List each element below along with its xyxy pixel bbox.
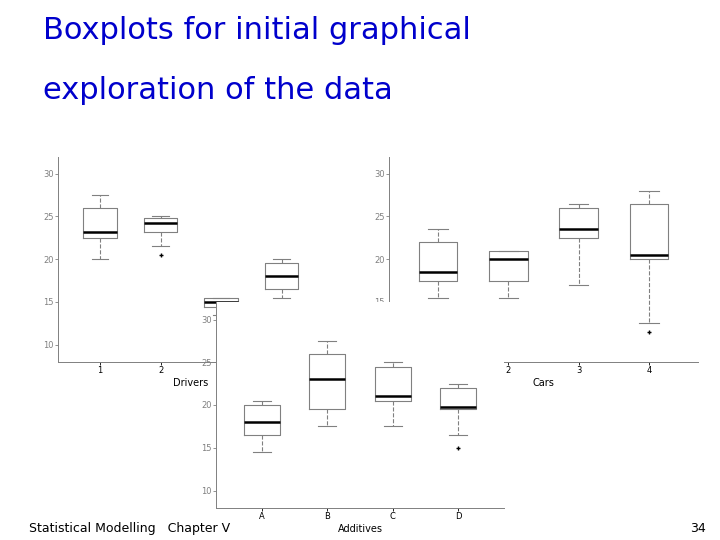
Text: Statistical Modelling   Chapter V: Statistical Modelling Chapter V [29,522,230,535]
X-axis label: Drivers: Drivers [174,378,208,388]
Text: Boxplots for initial graphical: Boxplots for initial graphical [43,16,471,45]
X-axis label: Additives: Additives [338,524,382,534]
Text: exploration of the data: exploration of the data [43,76,393,105]
X-axis label: Cars: Cars [533,378,554,388]
Text: 34: 34 [690,522,706,535]
